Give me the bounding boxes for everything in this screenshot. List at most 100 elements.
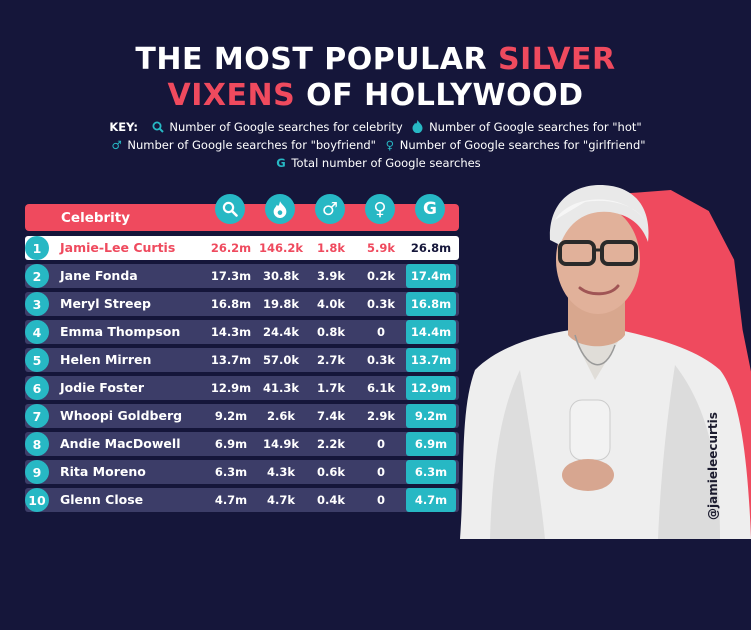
table-row: 5 Helen Mirren 13.7m 57.0k 2.7k 0.3k 13.7m bbox=[25, 348, 459, 372]
title-line-2: VIXENS OF HOLLYWOOD bbox=[0, 78, 751, 114]
cell-boyfriend: 0.4k bbox=[316, 493, 346, 507]
cell-celebrity: 17.3m bbox=[210, 269, 252, 283]
cell-total: 12.9m bbox=[406, 376, 456, 400]
rank-badge: 2 bbox=[25, 264, 49, 288]
celebrity-name: Meryl Streep bbox=[60, 296, 151, 311]
cell-total: 17.4m bbox=[406, 264, 456, 288]
celebrity-name: Emma Thompson bbox=[60, 324, 181, 339]
rank-badge: 6 bbox=[25, 376, 49, 400]
title-text: OF HOLLYWOOD bbox=[295, 78, 584, 113]
google-icon: G bbox=[276, 156, 286, 170]
legend-item-total: Total number of Google searches bbox=[291, 156, 481, 170]
celebrity-name: Glenn Close bbox=[60, 492, 144, 507]
cell-boyfriend: 7.4k bbox=[316, 409, 346, 423]
legend: KEY: Number of Google searches for celeb… bbox=[0, 118, 751, 172]
legend-item-girlfriend: Number of Google searches for "girlfrien… bbox=[399, 138, 646, 152]
female-icon: ♀ bbox=[365, 194, 395, 224]
rank-badge: 1 bbox=[25, 236, 49, 260]
cell-boyfriend: 0.6k bbox=[316, 465, 346, 479]
cell-boyfriend: 2.2k bbox=[316, 437, 346, 451]
cell-hot: 14.9k bbox=[262, 437, 300, 451]
cell-boyfriend: 2.7k bbox=[316, 353, 346, 367]
title-line-1: THE MOST POPULAR SILVER bbox=[0, 42, 751, 78]
cell-total: 9.2m bbox=[406, 404, 456, 428]
rank-badge: 3 bbox=[25, 292, 49, 316]
table-row: 1 Jamie-Lee Curtis 26.2m 146.2k 1.8k 5.9k 26.8… bbox=[25, 236, 459, 260]
cell-hot: 57.0k bbox=[262, 353, 300, 367]
celebrity-name: Whoopi Goldberg bbox=[60, 408, 183, 423]
legend-line-3: G Total number of Google searches bbox=[0, 154, 751, 172]
cell-boyfriend: 1.8k bbox=[316, 241, 346, 255]
celebrity-name: Andie MacDowell bbox=[60, 436, 181, 451]
cell-celebrity: 9.2m bbox=[214, 409, 248, 423]
male-icon: ♂ bbox=[315, 194, 345, 224]
cell-hot: 2.6k bbox=[266, 409, 296, 423]
legend-item-celebrity: Number of Google searches for celebrity bbox=[169, 120, 403, 134]
cell-celebrity: 16.8m bbox=[210, 297, 252, 311]
cell-hot: 41.3k bbox=[262, 381, 300, 395]
cell-girlfriend: 0 bbox=[376, 493, 385, 507]
flame-icon bbox=[412, 120, 423, 134]
cell-celebrity: 6.3m bbox=[214, 465, 248, 479]
photo-credit: @jamieleecurtis bbox=[706, 412, 720, 520]
cell-celebrity: 13.7m bbox=[210, 353, 252, 367]
cell-boyfriend: 4.0k bbox=[316, 297, 346, 311]
cell-total: 13.7m bbox=[406, 348, 456, 372]
legend-label: KEY: bbox=[109, 120, 139, 134]
google-icon: G bbox=[415, 194, 445, 224]
table-row: 2 Jane Fonda 17.3m 30.8k 3.9k 0.2k 17.4m bbox=[25, 264, 459, 288]
rank-badge: 8 bbox=[25, 432, 49, 456]
celebrity-photo bbox=[460, 185, 751, 539]
rank-badge: 7 bbox=[25, 404, 49, 428]
cell-celebrity: 14.3m bbox=[210, 325, 252, 339]
table-row: 6 Jodie Foster 12.9m 41.3k 1.7k 6.1k 12.9m bbox=[25, 376, 459, 400]
celebrity-name: Jamie-Lee Curtis bbox=[60, 240, 176, 255]
cell-total: 14.4m bbox=[406, 320, 456, 344]
celebrity-name: Helen Mirren bbox=[60, 352, 152, 367]
search-icon bbox=[152, 120, 164, 134]
cell-hot: 24.4k bbox=[262, 325, 300, 339]
table-row: 9 Rita Moreno 6.3m 4.3k 0.6k 0 6.3m bbox=[25, 460, 459, 484]
cell-total: 26.8m bbox=[406, 236, 456, 260]
cell-hot: 146.2k bbox=[258, 241, 304, 255]
cell-hot: 19.8k bbox=[262, 297, 300, 311]
cell-hot: 30.8k bbox=[262, 269, 300, 283]
title-accent: SILVER bbox=[498, 42, 616, 77]
cell-girlfriend: 0.2k bbox=[366, 269, 396, 283]
table-row: 7 Whoopi Goldberg 9.2m 2.6k 7.4k 2.9k 9.2m bbox=[25, 404, 459, 428]
flame-icon bbox=[265, 194, 295, 224]
table-row: 8 Andie MacDowell 6.9m 14.9k 2.2k 0 6.9m bbox=[25, 432, 459, 456]
male-icon: ♂ bbox=[111, 138, 122, 152]
cell-boyfriend: 1.7k bbox=[316, 381, 346, 395]
cell-girlfriend: 0.3k bbox=[366, 297, 396, 311]
celebrity-name: Jane Fonda bbox=[60, 268, 138, 283]
cell-girlfriend: 6.1k bbox=[366, 381, 396, 395]
table-row: 3 Meryl Streep 16.8m 19.8k 4.0k 0.3k 16.8m bbox=[25, 292, 459, 316]
rank-badge: 10 bbox=[25, 488, 49, 512]
cell-hot: 4.7k bbox=[266, 493, 296, 507]
table-row: 10 Glenn Close 4.7m 4.7k 0.4k 0 4.7m bbox=[25, 488, 459, 512]
cell-girlfriend: 5.9k bbox=[366, 241, 396, 255]
cell-girlfriend: 2.9k bbox=[366, 409, 396, 423]
cell-hot: 4.3k bbox=[266, 465, 296, 479]
cell-celebrity: 12.9m bbox=[210, 381, 252, 395]
page-title: THE MOST POPULAR SILVER VIXENS OF HOLLYW… bbox=[0, 42, 751, 114]
cell-girlfriend: 0.3k bbox=[366, 353, 396, 367]
legend-item-hot: Number of Google searches for "hot" bbox=[429, 120, 642, 134]
rank-badge: 5 bbox=[25, 348, 49, 372]
header-celebrity: Celebrity bbox=[61, 210, 131, 226]
cell-total: 6.9m bbox=[406, 432, 456, 456]
rank-badge: 4 bbox=[25, 320, 49, 344]
table-row: 4 Emma Thompson 14.3m 24.4k 0.8k 0 14.4m bbox=[25, 320, 459, 344]
cell-girlfriend: 0 bbox=[376, 437, 385, 451]
cell-total: 6.3m bbox=[406, 460, 456, 484]
cell-celebrity: 26.2m bbox=[210, 241, 252, 255]
celebrity-name: Jodie Foster bbox=[60, 380, 144, 395]
cell-boyfriend: 0.8k bbox=[316, 325, 346, 339]
title-accent: VIXENS bbox=[167, 78, 296, 113]
title-text: THE MOST POPULAR bbox=[135, 42, 499, 77]
rank-badge: 9 bbox=[25, 460, 49, 484]
cell-girlfriend: 0 bbox=[376, 325, 385, 339]
cell-total: 16.8m bbox=[406, 292, 456, 316]
cell-total: 4.7m bbox=[406, 488, 456, 512]
